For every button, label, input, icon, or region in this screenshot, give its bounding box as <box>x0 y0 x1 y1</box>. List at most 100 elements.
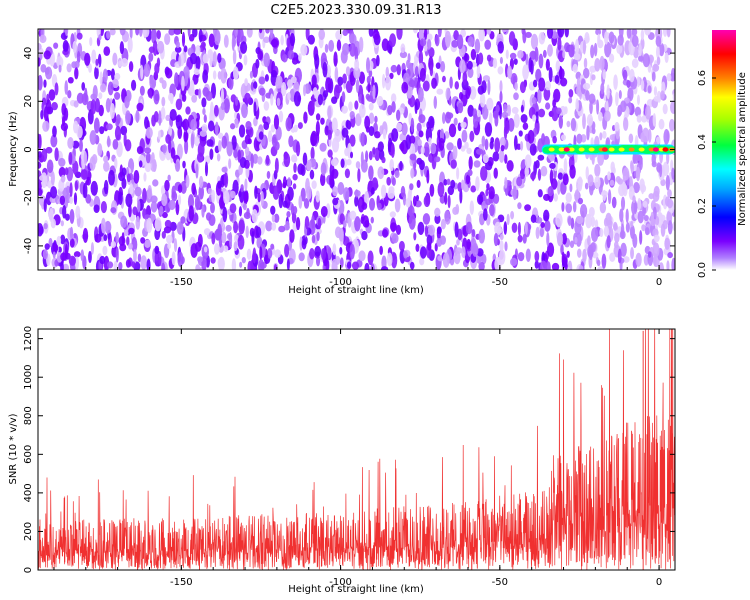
noise-cell <box>582 67 590 79</box>
noise-cell <box>157 130 162 140</box>
noise-cell <box>38 74 43 91</box>
noise-cell <box>159 77 164 84</box>
noise-cell <box>636 94 640 106</box>
noise-cell <box>428 137 432 146</box>
noise-cell <box>456 239 460 246</box>
y-tick-label: 0 <box>23 567 34 573</box>
noise-cell <box>632 233 638 248</box>
noise-cell <box>202 53 209 64</box>
noise-cell <box>72 140 80 149</box>
noise-cell <box>74 60 80 69</box>
noise-cell <box>333 51 338 67</box>
noise-cell <box>274 249 281 258</box>
noise-cell <box>182 160 186 169</box>
noise-cell <box>206 139 214 147</box>
noise-cell <box>519 81 526 94</box>
noise-cell <box>535 111 539 124</box>
colorbar-ticks: 0.0 0.2 0.4 0.6 <box>697 70 716 278</box>
noise-cell <box>577 180 583 192</box>
noise-cell <box>406 59 410 69</box>
noise-cell <box>538 53 544 69</box>
noise-cell <box>124 95 130 109</box>
noise-cell <box>410 167 415 179</box>
noise-cell <box>565 203 573 214</box>
noise-cell <box>295 141 301 157</box>
noise-cell <box>530 33 539 50</box>
noise-cell <box>192 29 198 38</box>
noise-cell <box>319 173 326 186</box>
signal-peak <box>588 147 595 152</box>
noise-cell <box>577 248 582 258</box>
noise-cell <box>118 191 123 205</box>
noise-cell <box>114 157 118 170</box>
noise-cell <box>188 205 195 222</box>
noise-cell <box>525 248 531 262</box>
noise-cell <box>340 158 345 169</box>
noise-cell <box>555 213 563 228</box>
noise-cell <box>381 156 386 164</box>
noise-cell <box>543 87 551 101</box>
noise-cell <box>504 120 510 134</box>
noise-cell <box>494 221 502 236</box>
snr-series <box>38 329 675 570</box>
noise-cell <box>625 208 629 224</box>
noise-cell <box>450 179 456 189</box>
noise-cell <box>577 197 584 205</box>
noise-cell <box>561 233 567 245</box>
noise-cell <box>420 146 425 155</box>
noise-cell <box>174 72 179 88</box>
noise-cell <box>513 135 518 151</box>
noise-cell <box>540 221 545 228</box>
noise-cell <box>464 141 469 149</box>
noise-cell <box>396 64 402 76</box>
noise-cell <box>95 58 99 66</box>
noise-cell <box>113 260 118 270</box>
noise-cell <box>165 114 171 122</box>
noise-cell <box>574 236 578 244</box>
noise-cell <box>202 69 209 84</box>
noise-cell <box>237 149 241 163</box>
noise-cell <box>194 135 200 147</box>
noise-cell <box>246 29 253 38</box>
noise-cell <box>266 170 271 179</box>
noise-cell <box>354 100 359 110</box>
noise-cell <box>203 228 211 236</box>
noise-cell <box>198 29 203 43</box>
noise-cell <box>606 84 610 100</box>
noise-cell <box>603 225 610 237</box>
noise-cell <box>368 69 373 78</box>
noise-cell <box>108 169 115 186</box>
noise-cell <box>493 232 499 247</box>
noise-cell <box>150 29 157 44</box>
noise-cell <box>221 135 228 149</box>
noise-cell <box>418 50 424 66</box>
noise-cell <box>614 232 620 244</box>
noise-cell <box>405 134 411 150</box>
noise-cell <box>617 248 622 264</box>
noise-cell <box>284 243 290 258</box>
noise-cell <box>76 125 83 139</box>
noise-cell <box>110 68 115 81</box>
noise-cell <box>590 44 595 59</box>
noise-cell <box>494 137 501 153</box>
noise-cell <box>93 204 100 213</box>
noise-cell <box>504 154 508 164</box>
snr-x-ticks: -150 -100 -50 0 <box>53 329 662 588</box>
noise-cell <box>329 174 334 186</box>
noise-cell <box>472 242 479 257</box>
noise-cell <box>60 252 67 262</box>
noise-cell <box>666 260 670 270</box>
noise-cell <box>297 163 305 175</box>
noise-cell <box>391 177 396 186</box>
noise-cell <box>400 43 406 54</box>
noise-cell <box>600 82 605 95</box>
noise-cell <box>540 165 548 177</box>
noise-cell <box>115 246 119 263</box>
noise-cell <box>140 237 146 244</box>
noise-cell <box>208 33 215 48</box>
noise-cell <box>640 29 645 41</box>
x-tick-label: -50 <box>492 277 508 288</box>
noise-cell <box>579 203 588 218</box>
spectrogram-x-ticks: -150 -100 -50 0 <box>53 29 662 288</box>
noise-cell <box>65 252 71 260</box>
